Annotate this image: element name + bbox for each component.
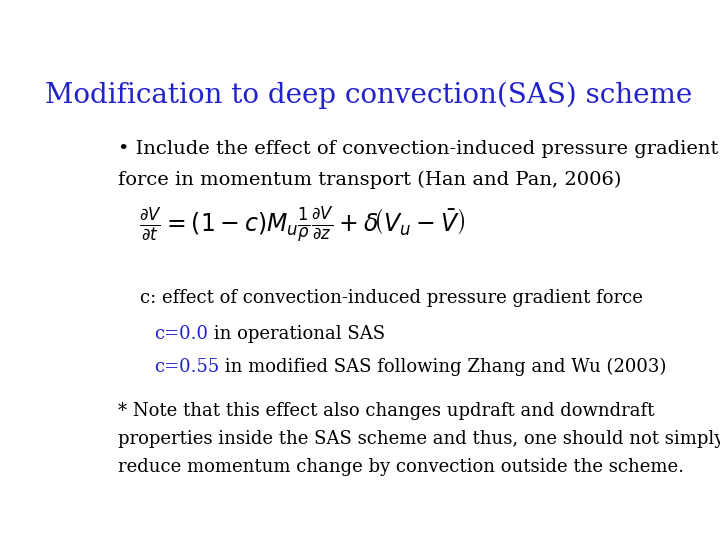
Text: $\frac{\partial V}{\partial t} = (1-c)M_u \frac{1}{\rho}\frac{\partial V}{\parti: $\frac{\partial V}{\partial t} = (1-c)M_… [139, 205, 465, 245]
Text: c=0.0: c=0.0 [154, 325, 208, 343]
Text: force in momentum transport (Han and Pan, 2006): force in momentum transport (Han and Pan… [118, 171, 621, 189]
Text: reduce momentum change by convection outside the scheme.: reduce momentum change by convection out… [118, 458, 684, 476]
Text: properties inside the SAS scheme and thus, one should not simply: properties inside the SAS scheme and thu… [118, 430, 720, 448]
Text: in modified SAS following Zhang and Wu (2003): in modified SAS following Zhang and Wu (… [220, 358, 667, 376]
Text: Modification to deep convection(SAS) scheme: Modification to deep convection(SAS) sch… [45, 82, 693, 109]
Text: * Note that this effect also changes updraft and downdraft: * Note that this effect also changes upd… [118, 402, 654, 420]
Text: • Include the effect of convection-induced pressure gradient: • Include the effect of convection-induc… [118, 140, 719, 158]
Text: in operational SAS: in operational SAS [208, 325, 385, 343]
Text: c=0.55: c=0.55 [154, 358, 220, 376]
Text: c: effect of convection-induced pressure gradient force: c: effect of convection-induced pressure… [140, 289, 643, 307]
